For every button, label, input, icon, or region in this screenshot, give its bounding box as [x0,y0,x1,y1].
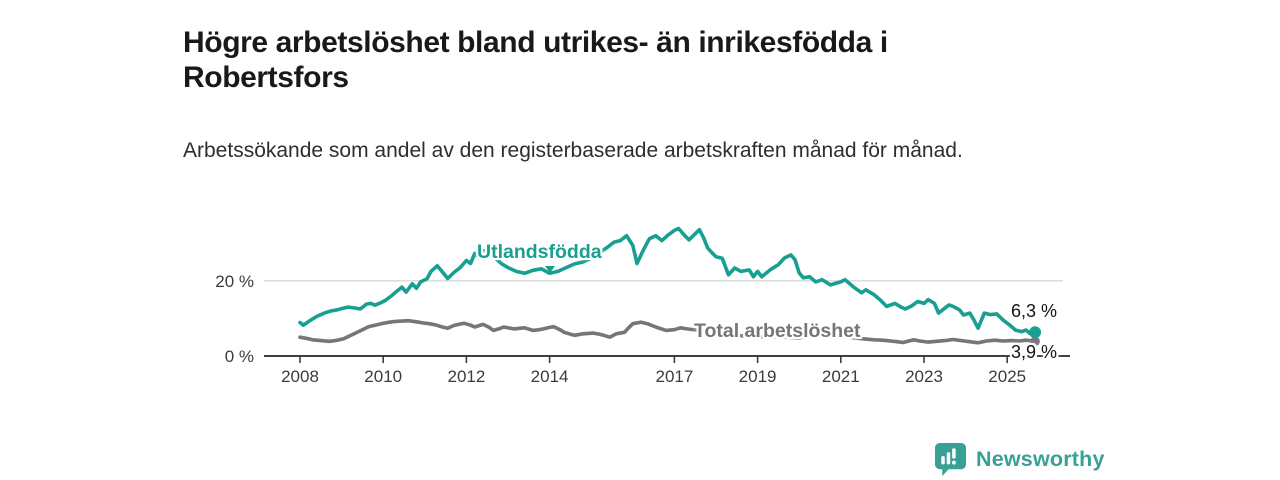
series-label-total-arbetsloshet: Total arbetslöshet [694,320,861,342]
x-tick-label: 2008 [281,367,319,386]
x-tick-label: 2025 [988,367,1026,386]
x-tick-label: 2021 [822,367,860,386]
newsworthy-logo-text: Newsworthy [976,447,1105,471]
chart-title: Högre arbetslöshet bland utrikes- än inr… [183,26,888,94]
y-tick-label: 20 % [215,272,254,291]
x-tick-label: 2014 [531,367,569,386]
endpoint-dot-utlandsfodda [1029,326,1042,339]
newsworthy-logo: Newsworthy [934,442,1105,477]
end-value-label-utlandsfodda: 6,3 % [1011,301,1058,321]
x-tick-label: 2017 [655,367,693,386]
series-line-total [298,318,1037,345]
newsworthy-logo-icon [934,443,967,476]
x-tick-label: 2010 [364,367,402,386]
end-value-label-total: 3,9 % [1011,342,1058,362]
x-tick-label: 2019 [739,367,777,386]
chart-subtitle: Arbetssökande som andel av den registerb… [183,139,963,162]
series-line-utlandsfodda [298,226,1037,336]
endpoint-dot-total [1030,336,1040,347]
x-tick-label: 2012 [447,367,485,386]
series-label-pointer-icon [545,266,555,273]
series-label-utlandsfodda: Utlandsfödda [477,241,602,263]
x-tick-label: 2023 [905,367,943,386]
y-tick-label: 0 % [225,347,254,366]
